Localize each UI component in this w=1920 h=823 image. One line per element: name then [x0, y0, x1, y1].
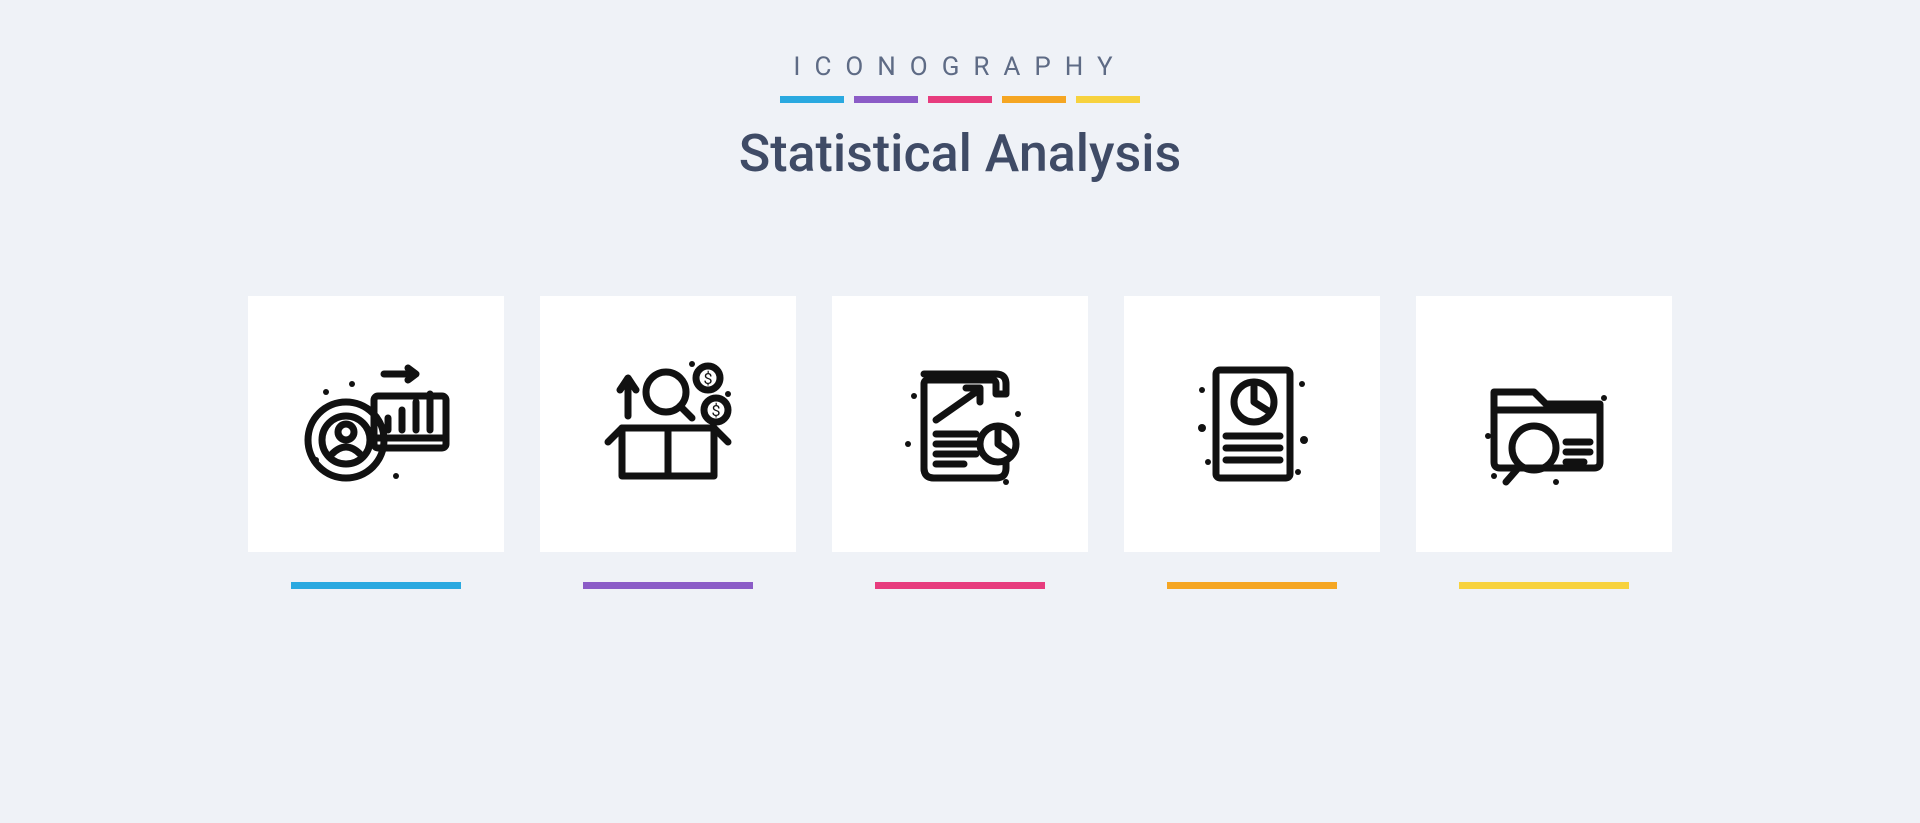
underline-1: [291, 582, 461, 589]
icon-tile-1: [248, 296, 504, 552]
document-pie-chart-icon: [1172, 344, 1332, 504]
icon-tile-4: [1124, 296, 1380, 552]
box-money-search-icon: $ $: [588, 344, 748, 504]
color-seg-5: [1076, 96, 1140, 103]
icon-card-1: [248, 296, 504, 589]
icon-card-2: $ $: [540, 296, 796, 589]
svg-text:$: $: [712, 401, 721, 420]
color-bar: [739, 96, 1182, 103]
color-seg-4: [1002, 96, 1066, 103]
icon-tile-3: [832, 296, 1088, 552]
underline-5: [1459, 582, 1629, 589]
icon-card-3: [832, 296, 1088, 589]
page-title: Statistical Analysis: [739, 123, 1182, 184]
icon-card-4: [1124, 296, 1380, 589]
underline-3: [875, 582, 1045, 589]
folder-search-icon: [1464, 344, 1624, 504]
report-growth-pie-icon: [880, 344, 1040, 504]
underline-4: [1167, 582, 1337, 589]
icon-tile-5: [1416, 296, 1672, 552]
color-seg-1: [780, 96, 844, 103]
header-block: ICONOGRAPHY Statistical Analysis: [739, 52, 1182, 184]
brand-label: ICONOGRAPHY: [739, 52, 1182, 82]
icon-card-5: [1416, 296, 1672, 589]
target-user-analytics-icon: [296, 344, 456, 504]
color-seg-3: [928, 96, 992, 103]
icon-tile-2: $ $: [540, 296, 796, 552]
color-seg-2: [854, 96, 918, 103]
icon-row: $ $: [248, 296, 1672, 589]
svg-text:$: $: [704, 369, 713, 388]
underline-2: [583, 582, 753, 589]
